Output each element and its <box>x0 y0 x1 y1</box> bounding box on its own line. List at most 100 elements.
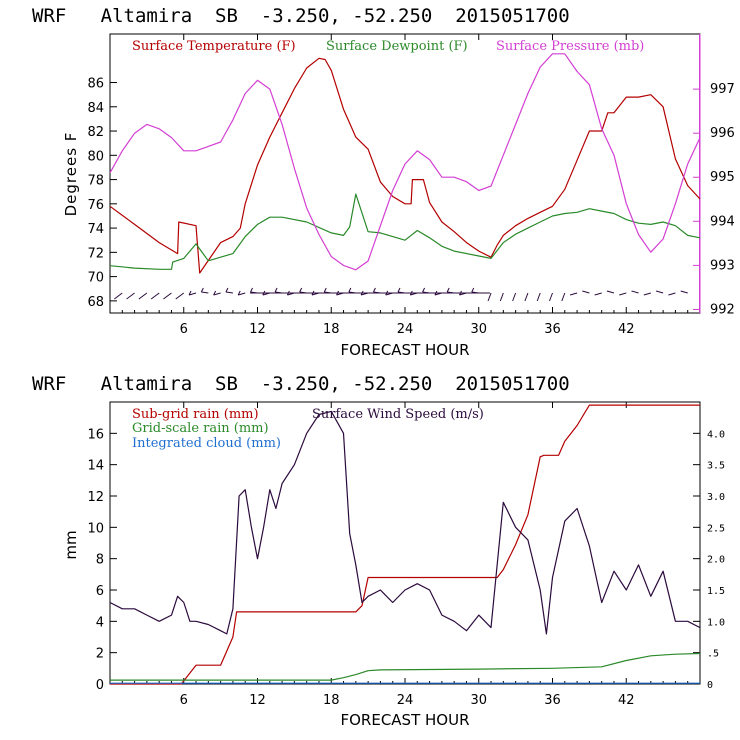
bottom-series-group <box>109 404 701 685</box>
wind-barb <box>150 292 160 300</box>
y-tick-label: 0 <box>96 678 104 693</box>
wind-barbs <box>113 287 688 302</box>
wind-barb <box>569 292 578 296</box>
x-tick-label: 30 <box>470 693 487 708</box>
x-tick-label: 12 <box>249 693 266 708</box>
y-tick-label: 70 <box>87 271 104 286</box>
y2-tick-label: 994 <box>710 214 735 229</box>
legend-surface-pressure: Surface Pressure (mb) <box>496 39 644 54</box>
x-tick-label: 42 <box>618 322 635 337</box>
legend-surface-dewpoint: Surface Dewpoint (F) <box>326 39 468 54</box>
y-tick-label: 86 <box>87 77 104 92</box>
top-x-axis-label: FORECAST HOUR <box>340 341 469 359</box>
series-line-surface-temperature-f <box>109 57 701 274</box>
y-tick-label: 16 <box>87 427 104 442</box>
wind-barb-flag <box>225 287 229 293</box>
wind-barb <box>201 291 209 294</box>
wind-barb <box>561 292 566 302</box>
y2-tick-label: 3.5 <box>707 461 725 472</box>
y2-tick-label: 996 <box>710 126 735 141</box>
wind-barb-flag <box>250 287 253 293</box>
bottom-y-ticks: 0 2 4 6 8 10 12 14 16 <box>87 427 117 693</box>
x-tick-label: 6 <box>180 693 188 708</box>
y2-tick-label: 3.0 <box>707 492 725 503</box>
wind-barb <box>138 292 148 300</box>
y-tick-label: 2 <box>96 647 104 662</box>
wind-barb-flag <box>348 287 352 293</box>
wind-barb-flag <box>213 290 217 296</box>
series-line-grid-scale-rain-mm <box>110 652 701 681</box>
wind-barb <box>499 292 504 302</box>
wind-barb <box>225 291 233 294</box>
y-tick-label: 10 <box>87 521 104 536</box>
legend-sub-grid-rain: Sub-grid rain (mm) <box>132 407 259 422</box>
precipitation-panel: WRF Altamira SB -3.250, -52.250 20150517… <box>32 373 725 729</box>
y-tick-label: 14 <box>87 459 104 474</box>
series-line-sub-grid-rain-mm <box>110 404 700 685</box>
wind-barb <box>606 290 615 294</box>
y2-tick-label: 997 <box>710 82 735 97</box>
y-tick-label: 74 <box>87 222 104 237</box>
wind-barb-flag <box>397 287 401 293</box>
wind-barb <box>163 292 172 300</box>
x-tick-label: 12 <box>249 322 266 337</box>
series-line-surface-wind-speed-m-s <box>109 410 701 635</box>
wind-barb <box>188 292 197 296</box>
legend-surface-temperature: Surface Temperature (F) <box>132 39 296 54</box>
wind-barb <box>487 292 492 302</box>
top-y-axis-label: Degrees F <box>62 132 80 217</box>
wind-barb <box>594 292 602 296</box>
bottom-y-axis-label: mm <box>62 530 80 559</box>
x-tick-label: 24 <box>397 322 414 337</box>
y-tick-label: 82 <box>87 125 104 140</box>
top-series-group <box>109 53 701 274</box>
wind-barb <box>582 290 590 294</box>
x-tick-label: 24 <box>397 693 414 708</box>
y2-tick-label: .5 <box>707 649 719 660</box>
series-line-surface-pressure-mb <box>109 53 701 271</box>
wind-barb <box>524 292 529 302</box>
wind-barb <box>536 292 541 302</box>
wind-barb <box>512 292 517 302</box>
y-tick-label: 78 <box>87 174 104 189</box>
top-y2-ticks: 992 993 994 995 996 997 <box>693 82 735 317</box>
bottom-chart-title: WRF Altamira SB -3.250, -52.250 20150517… <box>32 373 570 395</box>
x-tick-label: 36 <box>544 322 561 337</box>
legend-integrated-cloud: Integrated cloud (mm) <box>132 436 281 451</box>
wind-barb <box>668 292 676 296</box>
top-x-ticks: 6 12 18 24 30 36 42 <box>121 34 689 337</box>
wind-barb-flag <box>237 290 241 296</box>
y2-tick-label: 2.5 <box>707 523 725 534</box>
top-right-axis-line <box>699 34 701 313</box>
series-line-surface-dewpoint-f <box>109 193 701 270</box>
wind-barb <box>175 292 185 300</box>
wind-barb <box>643 292 651 296</box>
wind-barb-flag <box>274 287 278 293</box>
top-plot-frame <box>109 33 701 314</box>
y2-tick-label: 1.5 <box>707 586 725 597</box>
wind-barb <box>213 292 221 296</box>
top-chart-title: WRF Altamira SB -3.250, -52.250 20150517… <box>32 5 570 27</box>
wind-barb-flag <box>323 287 327 293</box>
y-tick-label: 4 <box>96 615 104 630</box>
y2-tick-label: 2.0 <box>707 555 725 566</box>
y-tick-label: 68 <box>87 295 104 310</box>
bottom-y2-ticks: 0 .5 1.0 1.5 2.0 2.5 3.0 3.5 4.0 <box>693 429 725 691</box>
wind-barb-flag <box>200 287 204 293</box>
x-tick-label: 36 <box>544 693 561 708</box>
y2-tick-label: 992 <box>710 302 735 317</box>
y-tick-label: 80 <box>87 149 104 164</box>
y-tick-label: 76 <box>87 198 104 213</box>
wind-barb-flag <box>299 287 303 293</box>
wind-barb <box>549 292 553 302</box>
x-tick-label: 18 <box>323 322 340 337</box>
wind-barb-flag <box>471 287 475 293</box>
temperature-panel: WRF Altamira SB -3.250, -52.250 20150517… <box>32 5 735 359</box>
wind-barb <box>655 290 664 294</box>
wind-barb <box>238 292 246 296</box>
top-y-ticks: 68 70 72 74 76 78 80 82 84 86 <box>87 77 117 310</box>
x-tick-label: 6 <box>180 322 188 337</box>
bottom-x-axis-label: FORECAST HOUR <box>340 711 469 729</box>
x-tick-label: 42 <box>618 693 635 708</box>
y2-tick-label: 995 <box>710 170 735 185</box>
